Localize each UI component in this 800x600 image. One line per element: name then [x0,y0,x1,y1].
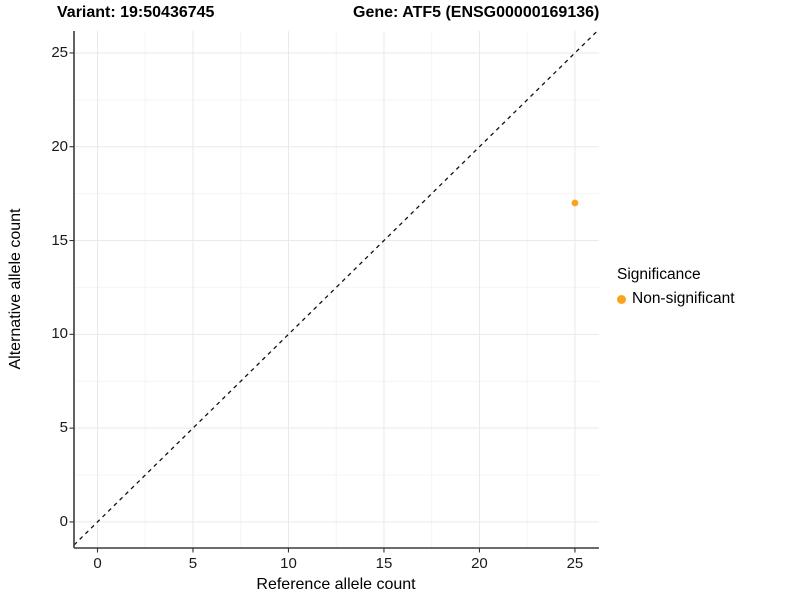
legend-item-non-significant: Non-significant [617,290,735,308]
y-axis-title: Alternative allele count [7,208,24,370]
y-tick-label: 25 [51,43,68,61]
y-tick-label: 20 [51,137,68,155]
y-tick-label: 10 [51,325,68,343]
x-tick-label: 25 [566,555,584,572]
legend: Significance Non-significant [617,264,735,308]
x-tick-label: 20 [471,555,488,572]
x-tick-label: 0 [93,555,102,572]
plot-title-gene: Gene: ATF5 (ENSG00000169136) [353,4,600,21]
x-tick-label: 15 [375,555,393,572]
y-tick-label: 5 [59,419,68,437]
plot-title-variant: Variant: 19:50436745 [57,4,215,21]
y-tick-label: 0 [59,512,68,530]
y-tick-label: 15 [51,231,68,249]
legend-title: Significance [617,266,701,283]
identity-dashed-line [74,31,599,546]
legend-item-label: Non-significant [632,290,735,307]
legend-circle-marker-icon [617,294,626,304]
x-tick-label: 10 [280,555,297,572]
x-tick-label: 5 [188,555,198,572]
data-point [571,199,579,207]
x-axis-title: Reference allele count [256,576,416,593]
